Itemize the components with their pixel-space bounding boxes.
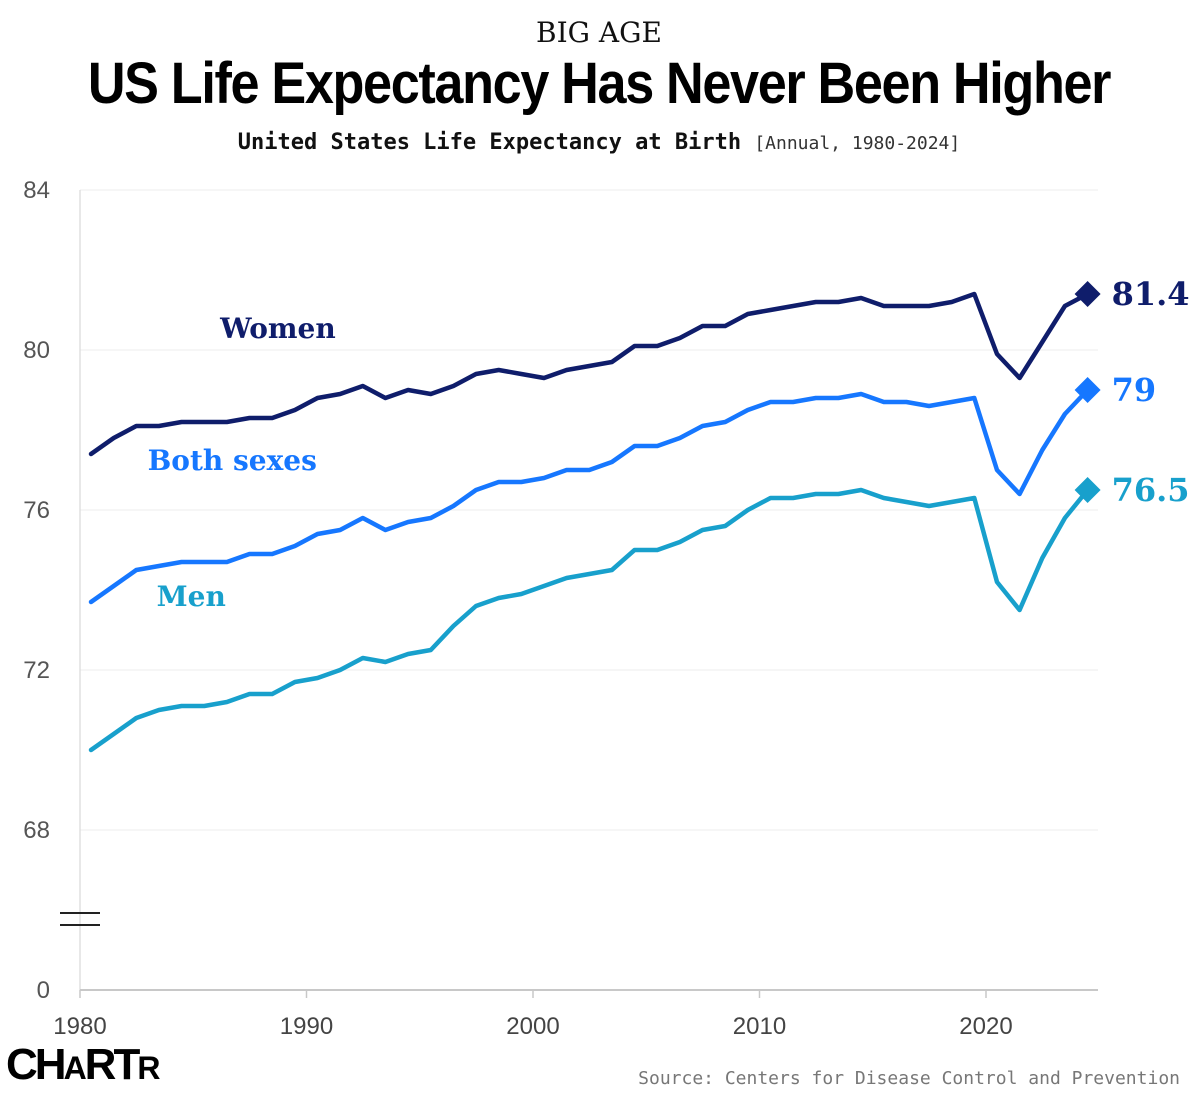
- end-value-label: 76.5: [1112, 471, 1190, 509]
- chart-labels: 81.4 79 76.5 Women Both sexes Men: [148, 275, 1190, 613]
- chart-kicker: BIG AGE: [536, 16, 662, 49]
- chart-subtitle: United States Life Expectancy at Birth […: [0, 130, 1198, 155]
- subtitle-main: United States Life Expectancy at Birth: [237, 130, 742, 155]
- subtitle-range: [Annual, 1980-2024]: [754, 133, 961, 154]
- end-point-marker: [1074, 377, 1101, 403]
- y-tick-label: 80: [23, 337, 50, 364]
- x-tick-label: 1980: [53, 1013, 106, 1040]
- x-tick-label: 2020: [959, 1013, 1012, 1040]
- series-label: Both sexes: [148, 444, 317, 477]
- series-label: Men: [157, 580, 226, 613]
- series-line-both-sexes: [88, 387, 1090, 605]
- chart-title: US Life Expectancy Has Never Been Higher: [87, 51, 1112, 116]
- chartr-logo: CHARTR: [6, 1040, 160, 1089]
- end-point-marker: [1074, 477, 1101, 503]
- chart-grid: [80, 189, 1098, 831]
- series-label: Women: [219, 312, 336, 345]
- source-note: Source: Centers for Disease Control and …: [638, 1068, 1180, 1089]
- x-tick-label: 1990: [280, 1013, 333, 1040]
- y-tick-label: 84: [23, 177, 50, 204]
- x-tick-label: 2000: [506, 1013, 559, 1040]
- end-value-label: 79: [1112, 371, 1157, 409]
- end-point-marker: [1074, 281, 1101, 307]
- y-tick-label: 68: [23, 817, 50, 844]
- series-line-women: [88, 291, 1090, 457]
- end-value-label: 81.4: [1112, 275, 1190, 313]
- y-tick-label: 72: [23, 657, 50, 684]
- x-tick-label: 2010: [733, 1013, 786, 1040]
- y-tick-label: 0: [37, 977, 50, 1004]
- chart-lines: [88, 281, 1101, 753]
- y-tick-label: 76: [23, 497, 50, 524]
- series-line-men: [88, 487, 1090, 753]
